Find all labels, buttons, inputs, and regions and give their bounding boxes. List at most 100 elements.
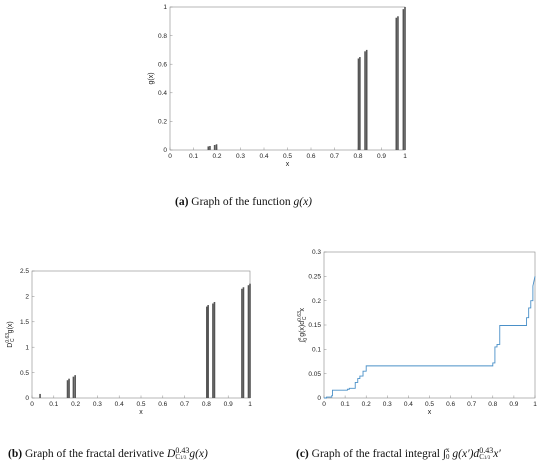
- chart-a-xtick-label: 0.7: [330, 153, 339, 160]
- caption-b-text: Graph of the fractal derivative: [24, 448, 165, 460]
- caption-c-math-tail: x′: [493, 448, 501, 460]
- chart-a-xtick-label: 0.2: [212, 153, 221, 160]
- chart-b-bar: [66, 380, 69, 398]
- chart-c-xtick-label: 0.7: [467, 401, 476, 408]
- chart-a-bar: [395, 17, 398, 150]
- chart-c-plot-box: [323, 251, 536, 399]
- chart-b-ylabel: D0.63Cg(x): [5, 321, 16, 347]
- caption-a-label: (a): [175, 196, 189, 208]
- chart-c-series-line: [324, 276, 536, 399]
- chart-a-function-g: 0 0.1 0.2 0.3 0.4 0.5 0.6 0.7 0.8 0.9 1 0 0.2 0.4 0.6 0…: [148, 4, 407, 168]
- chart-a-bar: [364, 51, 366, 150]
- chart-a-bar: [209, 145, 211, 150]
- chart-b-bar: [247, 285, 250, 398]
- caption-b-math-sup: 0.43: [175, 446, 190, 455]
- chart-b-fractal-derivative: 0 0.1 0.2 0.3 0.4 0.5 0.6 0.7 0.8 0.9 1 0 0.5 1 1.5 2 2.…: [5, 268, 252, 416]
- chart-a-xtick-label: 0.5: [283, 153, 292, 160]
- chart-c-fractal-integral: 0 0.1 0.2 0.3 0.4 0.5 0.6 0.7 0.8 0.9 1 0 0.05 0.1 0.1…: [297, 249, 537, 416]
- caption-c-math-sup: 0.43: [479, 446, 494, 455]
- chart-b-xtick-label: 0.9: [224, 401, 233, 408]
- chart-b-plot-box: [31, 270, 251, 399]
- chart-b-xtick-label: 1: [248, 401, 252, 408]
- chart-a-bar: [397, 16, 399, 151]
- chart-b-bar: [241, 288, 243, 398]
- caption-c-math-subsub: 1/3: [483, 456, 491, 461]
- chart-b-xtick-label: 0.7: [180, 401, 189, 408]
- chart-a-xtick-label: 0.8: [353, 153, 362, 160]
- caption-a: (a) Graph of the function g(x): [175, 196, 312, 208]
- chart-b-xtick-label: 0.6: [158, 401, 167, 408]
- chart-b-bar: [213, 301, 216, 398]
- chart-b-bar: [212, 303, 214, 398]
- chart-c-ytick-label: 0.1: [312, 347, 321, 354]
- caption-a-text: Graph of the function: [191, 196, 291, 208]
- chart-c-ytick-label: 0.2: [312, 298, 321, 305]
- chart-a-bar: [207, 146, 210, 150]
- chart-c-ytick-label: 0.05: [308, 371, 321, 378]
- chart-c-xtick-label: 1: [533, 401, 537, 408]
- chart-c-ylabel: ∫x0g(x)d0.63Cx: [297, 307, 309, 343]
- chart-a-ytick-label: 0: [163, 147, 167, 154]
- caption-b-math-tail: g(x): [189, 448, 208, 460]
- chart-a-ylabel: g(x): [148, 72, 155, 84]
- chart-a-plot-box: [169, 6, 406, 151]
- chart-c-xtick-label: 0.9: [509, 401, 518, 408]
- caption-c-math-sub: C: [479, 453, 484, 461]
- chart-b-xtick-label: 0.2: [71, 401, 80, 408]
- chart-b-ytick-label: 1: [25, 344, 29, 351]
- chart-c-ytick-label: 0.15: [308, 322, 321, 329]
- caption-c-int-upper: x: [446, 446, 450, 454]
- chart-b-bar: [207, 305, 209, 398]
- caption-b-math-subsub: 1/3: [180, 456, 187, 461]
- chart-a-xtick-label: 0.9: [377, 153, 386, 160]
- chart-c-xtick-label: 0.4: [404, 401, 413, 408]
- chart-c-xtick-label: 0.2: [362, 401, 371, 408]
- caption-a-math: g(x): [293, 196, 313, 208]
- chart-a-bar: [365, 49, 368, 150]
- chart-c-xtick-label: 0.1: [341, 401, 350, 408]
- chart-b-ytick-label: 2: [25, 294, 29, 301]
- caption-b-math-sub: C: [175, 453, 181, 461]
- chart-a-ytick-label: 0.6: [158, 61, 167, 68]
- chart-a-bar: [359, 57, 361, 150]
- caption-c: (c) Graph of the fractal integral ∫ x 0 g(…: [296, 446, 501, 462]
- chart-a-bar: [213, 144, 216, 150]
- chart-b-bar: [68, 378, 70, 398]
- caption-c-label: (c): [296, 448, 309, 460]
- chart-a-xtick-label: 1: [403, 153, 407, 160]
- chart-a-xtick-label: 0.1: [189, 153, 198, 160]
- chart-c-xtick-label: 0.3: [383, 401, 392, 408]
- chart-a-ytick-label: 0.2: [158, 119, 167, 126]
- chart-c-ytick-label: 0.25: [308, 274, 321, 281]
- caption-b: (b) Graph of the fractal derivative D 0.4…: [8, 447, 208, 462]
- chart-b-bar: [242, 287, 245, 398]
- chart-b-ytick-label: 0.5: [20, 370, 29, 377]
- chart-a-bar: [357, 58, 360, 151]
- chart-b-bar: [72, 376, 75, 398]
- chart-c-xtick-label: 0.8: [488, 401, 497, 408]
- caption-c-int-lower: 0: [446, 453, 450, 461]
- caption-c-math-body: g(x′)d: [452, 448, 480, 460]
- chart-c-xtick-label: 0: [322, 401, 326, 408]
- chart-a-xlabel: x: [286, 161, 290, 168]
- caption-c-text: Graph of the fractal integral: [311, 448, 440, 460]
- chart-b-ytick-label: 1.5: [20, 319, 29, 326]
- chart-b-bar: [39, 393, 41, 398]
- chart-b-bar: [206, 306, 208, 398]
- chart-b-xtick-label: 0.1: [49, 401, 58, 408]
- chart-b-xlabel: x: [139, 409, 143, 416]
- chart-c-xtick-label: 0.5: [425, 401, 434, 408]
- chart-a-xtick-label: 0.6: [306, 153, 315, 160]
- caption-b-math-main: D: [167, 448, 176, 460]
- caption-b-label: (b): [8, 448, 23, 460]
- chart-c-xlabel: x: [428, 409, 432, 416]
- chart-b-xtick-label: 0.4: [115, 401, 124, 408]
- chart-b-ytick-label: 0: [25, 395, 29, 402]
- chart-a-ytick-label: 0.8: [158, 33, 167, 40]
- chart-b-xtick-label: 0.5: [136, 401, 145, 408]
- chart-a-ytick-label: 0.4: [158, 90, 167, 97]
- chart-b-ytick-label: 2.5: [20, 268, 29, 275]
- chart-b-bar: [249, 283, 251, 398]
- chart-a-xtick-label: 0.3: [236, 153, 245, 160]
